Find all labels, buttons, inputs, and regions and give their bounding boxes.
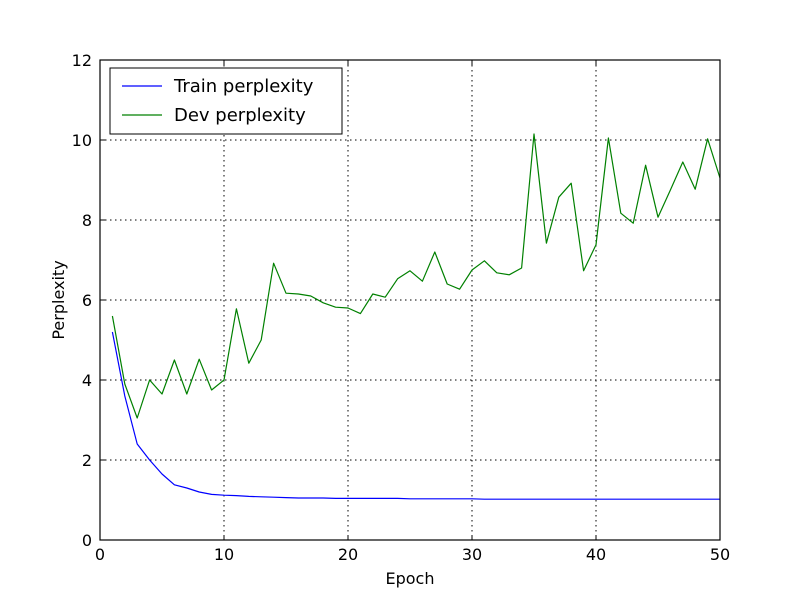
y-tick-label: 10 (72, 131, 92, 150)
x-tick-label: 10 (214, 545, 234, 564)
train-perplexity-legend-label: Train perplexity (173, 76, 314, 97)
x-tick-label: 30 (462, 545, 482, 564)
legend: Train perplexity Dev perplexity (109, 67, 343, 135)
legend-box (109, 67, 343, 135)
series-layer (111, 133, 721, 500)
y-tick-label: 8 (82, 211, 92, 230)
train-perplexity-line (111, 331, 720, 500)
y-tick-label: 0 (82, 531, 92, 550)
x-tick-label: 20 (338, 545, 358, 564)
x-tick-label: 0 (95, 545, 105, 564)
x-tick-label: 40 (586, 545, 606, 564)
y-tick-label: 6 (82, 291, 92, 310)
axis-ticks: 0 10 20 30 40 50 0 2 4 6 8 10 12 (72, 51, 731, 564)
dev-perplexity-legend-label: Dev perplexity (174, 105, 306, 126)
x-axis-label: Epoch (386, 569, 435, 588)
y-tick-label: 4 (82, 371, 92, 390)
x-tick-label: 50 (710, 545, 730, 564)
y-tick-label: 2 (82, 451, 92, 470)
y-axis-label: Perplexity (49, 260, 68, 339)
dev-perplexity-line (111, 133, 721, 419)
y-tick-label: 12 (72, 51, 92, 70)
grid (100, 60, 720, 540)
